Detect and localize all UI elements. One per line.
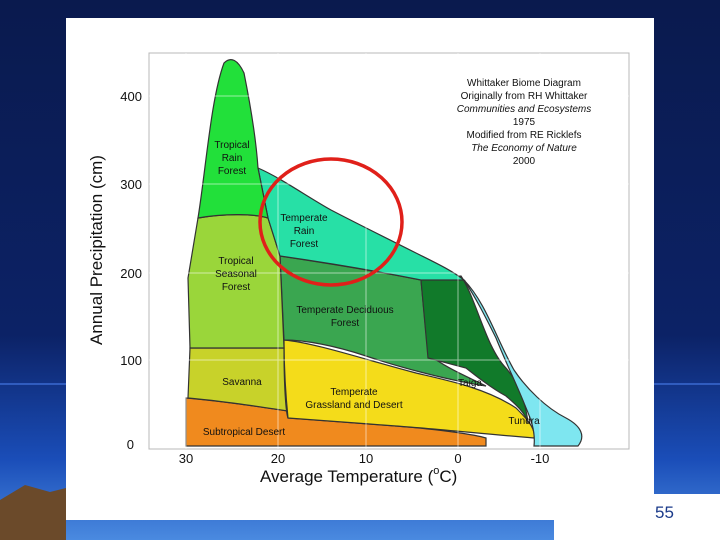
label-taiga: Taiga [458, 378, 482, 389]
y-tick-400: 400 [120, 89, 142, 104]
y-tick-300: 300 [120, 177, 142, 192]
biome-diagram: 400 300 200 100 0 Annual Precipitation (… [87, 52, 630, 486]
label-tropical-seasonal-forest-2: Seasonal [215, 269, 257, 280]
label-tropical-seasonal-forest-1: Tropical [218, 256, 253, 267]
page-number: 55 [655, 503, 674, 522]
y-tick-0: 0 [127, 437, 134, 452]
title-line-1: Whittaker Biome Diagram [467, 78, 581, 89]
title-line-5: Modified from RE Ricklefs [466, 130, 581, 141]
label-subtropical-desert: Subtropical Desert [203, 427, 285, 438]
highlight-circle [258, 157, 404, 287]
x-tick-20: 20 [271, 451, 285, 466]
title-line-4: 1975 [513, 117, 536, 128]
label-temperate-rain-forest-2: Rain [294, 226, 315, 237]
biome-temperate-rain-forest [257, 166, 466, 281]
label-tropical-rain-forest-3: Forest [218, 166, 247, 177]
x-tick-0: 0 [454, 451, 461, 466]
title-line-6: The Economy of Nature [471, 143, 577, 154]
title-line-3: Communities and Ecosystems [457, 104, 592, 115]
x-axis-label-prefix: Average Temperature ( [260, 467, 434, 486]
label-temperate-rain-forest-1: Temperate [280, 213, 328, 224]
x-tick-10: 10 [359, 451, 373, 466]
ground-left [0, 485, 66, 540]
label-temperate-rain-forest-3: Forest [290, 239, 319, 250]
x-axis-degree: o [433, 465, 439, 477]
biome-tundra [463, 279, 583, 447]
x-tick-30: 30 [179, 451, 193, 466]
x-axis-label: Average Temperature (oC) [260, 465, 457, 486]
y-axis-label: Annual Precipitation (cm) [87, 155, 106, 345]
title-line-2: Originally from RH Whittaker [461, 91, 588, 102]
y-tick-200: 200 [120, 266, 142, 281]
label-temperate-deciduous-forest-1: Temperate Deciduous [296, 305, 393, 316]
biome-tropical-rain-forest [197, 59, 269, 219]
label-savanna: Savanna [222, 377, 262, 388]
label-temperate-grassland-1: Temperate [330, 387, 378, 398]
grid-lines [149, 53, 629, 449]
x-tick-minus-10: -10 [531, 451, 550, 466]
label-temperate-grassland-2: Grassland and Desert [305, 400, 402, 411]
label-temperate-deciduous-forest-2: Forest [331, 318, 360, 329]
title-line-7: 2000 [513, 156, 536, 167]
y-tick-100: 100 [120, 353, 142, 368]
label-tropical-seasonal-forest-3: Forest [222, 282, 251, 293]
label-tropical-rain-forest-2: Rain [222, 153, 243, 164]
x-axis-unit: C) [439, 467, 457, 486]
whittaker-figure: 400 300 200 100 0 Annual Precipitation (… [66, 18, 654, 520]
label-tropical-rain-forest-1: Tropical [214, 140, 249, 151]
label-tundra: Tundra [508, 416, 540, 427]
biome-taiga [420, 275, 529, 424]
